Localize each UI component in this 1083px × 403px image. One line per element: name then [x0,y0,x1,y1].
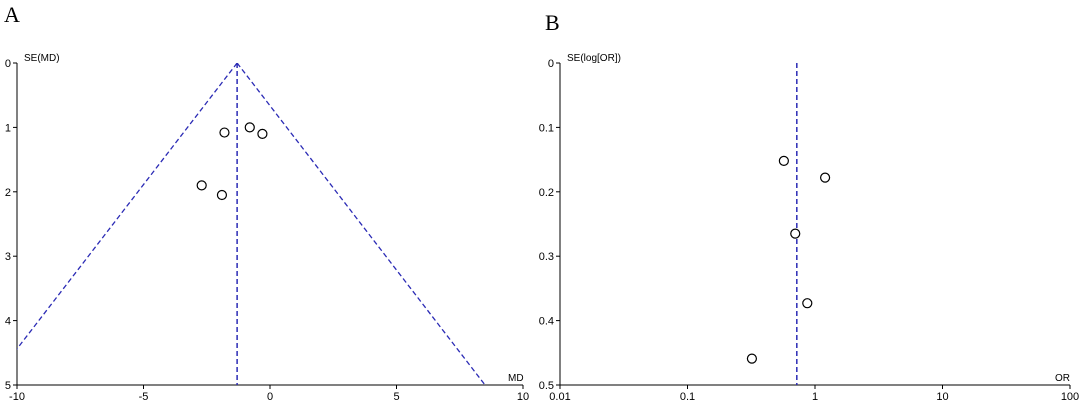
panel-b-study-point [819,172,831,183]
panel-b-label: B [545,10,560,35]
panel-b-study-point [778,155,789,166]
panel-b-x-tick-label: 1 [812,391,818,403]
panel-b-y-tick-label: 0.3 [539,251,554,263]
panel-b-study-point [790,228,801,239]
panel-a-y-tick-label: 5 [5,380,11,392]
panel-a-study-point [216,189,228,201]
panel-b-study-point [746,353,758,364]
panel-a-x-tick-label: -10 [9,391,25,403]
panel-a-x-tick-label: -5 [139,391,149,403]
panel-a-funnel-right-line [236,63,486,385]
panel-a-y-tick-label: 1 [5,122,11,134]
panel-a-study-point [257,128,268,139]
panel-b-y-tick-label: 0.4 [539,316,554,328]
panel-b-y-tick-label: 0.2 [539,187,554,199]
panel-b-x-tick-label: 0.1 [680,391,695,403]
panel-a-x-tick-label: 5 [393,391,399,403]
panel-a-x-tick-label: 0 [267,391,273,403]
panel-b-x-axis-title: OR [1055,373,1070,384]
panel-a-y-tick-label: 3 [5,251,11,263]
panel-a-y-tick-label: 0 [5,58,11,70]
panel-b-y-tick-label: 0.5 [539,380,554,392]
panel-b: B SE(log[OR]) OR 0 0.1 0.2 0.3 0.4 0.50.01 0.1… [539,10,1079,403]
panel-a-y-axis-title: SE(MD) [24,53,60,64]
panel-a-funnel [17,63,486,385]
panel-a-study-point [219,127,230,138]
panel-a-funnel-left-line [17,63,238,350]
panel-a-label: A [4,2,20,27]
panel-b-x-tick-label: 10 [936,391,948,403]
panel-a-y-tick-label: 4 [5,316,11,328]
panel-b-y-tick-label: 0 [548,58,554,70]
panel-a-x-axis-title: MD [508,373,524,384]
panel-a-study-point [244,122,255,133]
panel-b-y-tick-label: 0.1 [539,122,554,134]
panel-b-x-tick-label: 0.01 [549,391,570,403]
panel-a-study-point [196,180,207,191]
panel-a-y-tick-label: 2 [5,187,11,199]
panel-b-study-point [802,298,813,309]
panel-a-x-tick-label: 10 [517,391,529,403]
panel-b-x-tick-label: 100 [1061,391,1079,403]
panel-b-y-axis-title: SE(log[OR]) [567,53,621,64]
